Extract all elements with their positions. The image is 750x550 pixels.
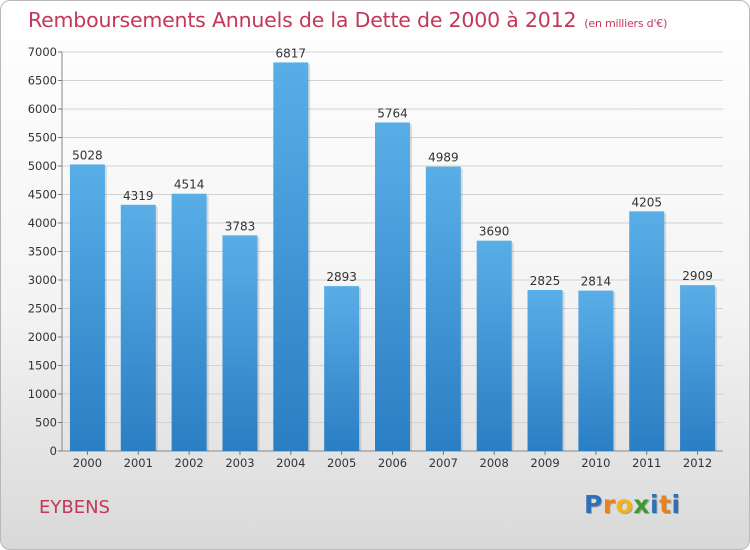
logo-letter: i xyxy=(671,490,681,519)
proxiti-logo: Proxiti xyxy=(584,490,681,519)
bar xyxy=(476,240,512,451)
logo-letter: i xyxy=(650,490,660,519)
y-tick-label: 5000 xyxy=(28,159,57,173)
y-tick-label: 4500 xyxy=(28,188,57,202)
bar xyxy=(578,290,614,451)
chart-title: Remboursements Annuels de la Dette de 20… xyxy=(28,8,667,32)
bar xyxy=(222,235,258,451)
commune-name: EYBENS xyxy=(39,497,110,518)
y-tick-label: 1000 xyxy=(28,387,57,401)
y-tick-label: 1500 xyxy=(28,359,57,373)
y-tick-label: 0 xyxy=(50,444,57,458)
value-label: 5028 xyxy=(72,148,103,162)
x-tick-label: 2006 xyxy=(378,456,407,470)
x-tick-label: 2009 xyxy=(530,456,559,470)
bar xyxy=(527,289,563,451)
bar xyxy=(171,193,207,451)
title-text: Remboursements Annuels de la Dette de 20… xyxy=(28,8,577,32)
x-tick-label: 2001 xyxy=(124,456,153,470)
logo-letter: t xyxy=(659,490,672,519)
value-label: 3783 xyxy=(225,219,256,233)
y-tick-label: 6500 xyxy=(28,74,57,88)
y-tick-label: 500 xyxy=(35,416,57,430)
y-tick-label: 7000 xyxy=(28,45,57,59)
y-tick-label: 2500 xyxy=(28,302,57,316)
x-tick-label: 2010 xyxy=(581,456,610,470)
bar xyxy=(69,164,105,452)
bar xyxy=(324,286,360,451)
value-label: 2814 xyxy=(581,275,612,289)
bar xyxy=(425,166,461,451)
x-tick-label: 2008 xyxy=(480,456,509,470)
value-label: 2909 xyxy=(682,269,713,283)
y-tick-label: 3000 xyxy=(28,273,57,287)
x-tick-label: 2000 xyxy=(73,456,102,470)
value-label: 5764 xyxy=(377,106,408,120)
bar xyxy=(629,211,665,451)
logo-letter: P xyxy=(584,490,603,519)
value-label: 3690 xyxy=(479,225,510,239)
x-tick-label: 2011 xyxy=(632,456,661,470)
logo-letter: o xyxy=(615,490,634,519)
bar xyxy=(120,204,156,451)
value-label: 6817 xyxy=(276,46,307,60)
bar xyxy=(273,62,309,451)
x-tick-label: 2004 xyxy=(276,456,305,470)
value-label: 4319 xyxy=(123,189,154,203)
value-label: 2825 xyxy=(530,274,561,288)
y-tick-label: 3500 xyxy=(28,245,57,259)
value-label: 4989 xyxy=(428,151,459,165)
unit-note: (en milliers d'€) xyxy=(584,17,668,30)
logo-letter: x xyxy=(633,490,650,519)
x-tick-label: 2007 xyxy=(429,456,458,470)
bar xyxy=(375,122,410,452)
bar xyxy=(680,285,716,451)
value-label: 2893 xyxy=(326,270,357,284)
y-tick-label: 2000 xyxy=(28,330,57,344)
x-tick-label: 2012 xyxy=(683,456,712,470)
value-label: 4205 xyxy=(631,195,662,209)
x-tick-label: 2005 xyxy=(327,456,356,470)
y-tick-label: 6000 xyxy=(28,102,57,116)
x-tick-label: 2002 xyxy=(174,456,203,470)
y-tick-label: 5500 xyxy=(28,131,57,145)
y-tick-label: 4000 xyxy=(28,216,57,230)
value-label: 4514 xyxy=(174,178,205,192)
x-tick-label: 2003 xyxy=(225,456,254,470)
logo-letter: r xyxy=(602,490,616,519)
